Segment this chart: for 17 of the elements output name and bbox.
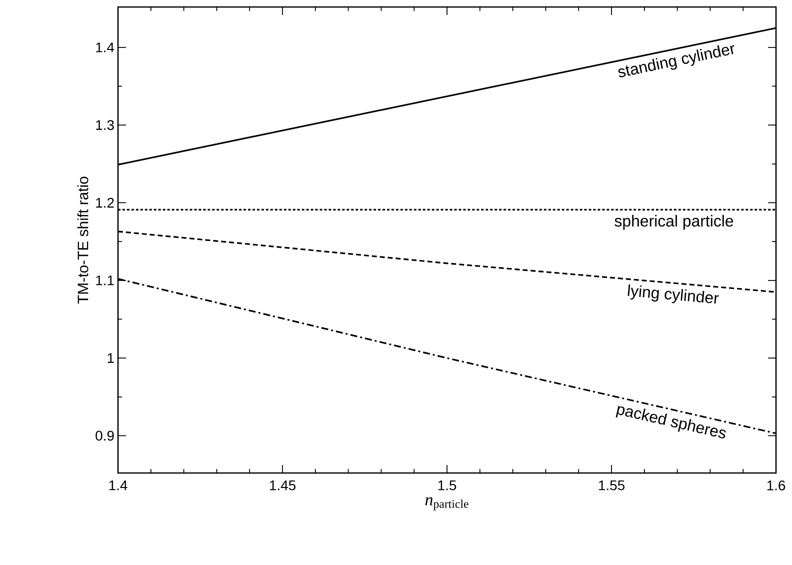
x-axis-title: n$_{particle}$ xyxy=(425,497,468,510)
x-tick-label: 1.55 xyxy=(598,480,624,490)
text: standing cylinder xyxy=(618,45,734,78)
x-tick-label: 1.4 xyxy=(109,480,128,490)
y-tick-label: 1 xyxy=(108,353,114,363)
y-tick-label: 0.9 xyxy=(96,430,114,441)
x-tick-label: 1.5 xyxy=(438,480,456,490)
y-tick-label: 1.1 xyxy=(96,276,114,286)
y-axis-title: TM-to-TE shift ratio xyxy=(77,176,88,304)
x-tick-label: 1.45 xyxy=(270,480,296,490)
text: packed spheres xyxy=(616,406,726,438)
series-label: lying cylinder xyxy=(628,284,719,304)
x-tick-label: 1.6 xyxy=(767,480,786,490)
series-label: spherical particle xyxy=(614,214,734,230)
y-tick-label: 1.3 xyxy=(96,120,114,130)
y-tick-label: 1.4 xyxy=(96,42,114,52)
y-tick-label: 1.2 xyxy=(96,198,114,208)
